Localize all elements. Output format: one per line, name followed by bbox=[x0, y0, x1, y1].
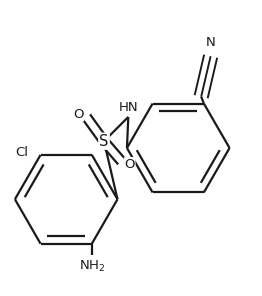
Text: HN: HN bbox=[118, 101, 138, 114]
Text: Cl: Cl bbox=[15, 146, 28, 159]
Text: NH$_2$: NH$_2$ bbox=[79, 259, 105, 274]
Text: S: S bbox=[99, 134, 109, 149]
Text: N: N bbox=[206, 36, 216, 49]
Text: O: O bbox=[73, 108, 84, 121]
Text: O: O bbox=[124, 158, 135, 171]
